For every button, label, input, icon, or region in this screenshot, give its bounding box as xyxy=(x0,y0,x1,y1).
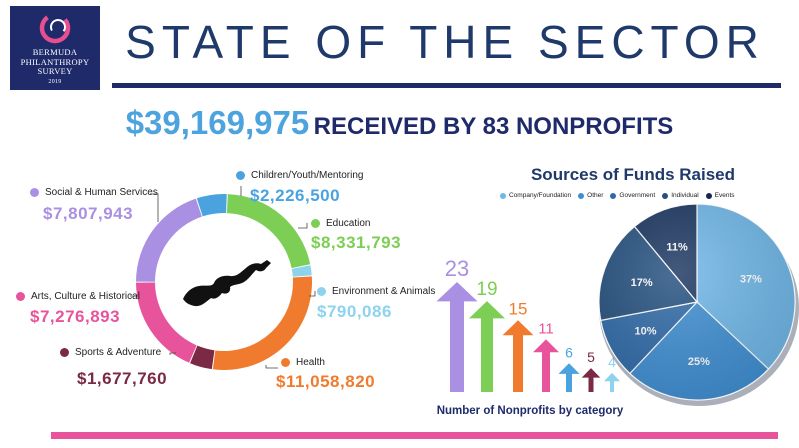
legend-item-other: Other xyxy=(578,192,603,199)
legend-label-other: Other xyxy=(587,192,604,199)
headline-amount: $39,169,975 xyxy=(125,104,310,141)
label-children: Children/Youth/Mentoring xyxy=(236,170,363,181)
arrow-bar-6 xyxy=(581,368,601,392)
arrow-bar-value-6: 5 xyxy=(587,349,595,365)
label-social-text: Social & Human Services xyxy=(45,187,158,198)
donut-slice-sports-adventure xyxy=(190,345,215,370)
label-environment-text: Environment & Animals xyxy=(332,286,436,297)
logo-line-1: BERMUDA xyxy=(32,47,78,57)
legend-dot-company-foundation xyxy=(500,192,506,199)
label-arts-text: Arts, Culture & Historical xyxy=(31,291,140,302)
arrow-bar-value-4: 11 xyxy=(538,320,554,337)
arrow-bar-2 xyxy=(469,301,505,392)
label-education-text: Education xyxy=(326,218,371,229)
arrow-bar-4 xyxy=(533,339,559,392)
leader-line-social xyxy=(150,193,159,222)
arrow-bar-3 xyxy=(502,320,534,392)
legend-dot-other xyxy=(578,192,585,199)
legend-label-government: Government xyxy=(619,192,656,199)
health-dot xyxy=(281,358,290,367)
legend-item-events: Events xyxy=(705,192,735,199)
legend-item-individual: Individual xyxy=(662,192,699,199)
swirl-logo-icon xyxy=(39,12,71,44)
social-dot xyxy=(30,188,39,197)
legend-dot-events xyxy=(705,192,712,199)
label-health-text: Health xyxy=(296,357,325,368)
label-health: Health xyxy=(281,357,325,368)
leader-line-sports xyxy=(169,352,176,355)
pie-gloss xyxy=(599,204,795,400)
survey-logo: BERMUDA PHILANTHROPY SURVEY 2019 xyxy=(10,6,100,90)
education-dot xyxy=(311,219,320,228)
arrow-bar-value-3: 15 xyxy=(509,299,528,318)
donut-slice-children-youth-mentoring xyxy=(196,194,227,217)
amount-social: $7,807,943 xyxy=(43,204,134,223)
label-education: Education xyxy=(311,218,370,229)
title-divider xyxy=(112,83,781,88)
arrow-bar-1 xyxy=(436,282,478,392)
sources-title: Sources of Funds Raised xyxy=(530,165,736,184)
sources-legend: Company/Foundation Other Government Individ… xyxy=(500,192,742,199)
amount-sports: $1,677,760 xyxy=(77,369,168,388)
donut-slice-social-human-services xyxy=(136,198,202,282)
sports-dot xyxy=(60,348,69,357)
arrow-bar-7 xyxy=(604,372,620,392)
donut-slice-environment-animals xyxy=(291,265,312,277)
label-environment: Environment & Animals xyxy=(317,286,435,297)
label-sports: Sports & Adventure xyxy=(60,347,161,358)
page-title: STATE OF THE SECTOR xyxy=(125,16,765,68)
amount-children: $2,226,500 xyxy=(250,186,341,205)
leader-line-environment xyxy=(309,291,316,297)
arrow-bar-value-2: 19 xyxy=(476,279,497,300)
amount-environment: $790,086 xyxy=(317,302,392,321)
logo-text: BERMUDA PHILANTHROPY SURVEY 2019 xyxy=(10,47,100,87)
label-social: Social & Human Services xyxy=(30,187,158,198)
legend-item-government: Government xyxy=(610,192,655,199)
legend-label-events: Events xyxy=(714,192,735,199)
headline: $39,169,975 RECEIVED BY 83 NONPROFITS xyxy=(0,104,799,142)
logo-line-3: SURVEY xyxy=(37,66,73,76)
leader-line-health xyxy=(265,365,278,369)
amount-arts: $7,276,893 xyxy=(30,307,121,326)
arts-dot xyxy=(16,292,25,301)
arrow-chart-caption: Number of Nonprofits by category xyxy=(436,405,624,417)
logo-year: 2019 xyxy=(48,78,62,85)
leader-line-education xyxy=(298,223,308,229)
arrow-bar-value-5: 6 xyxy=(565,344,573,360)
donut-slice-health xyxy=(212,276,312,370)
arrow-bar-value-1: 23 xyxy=(445,256,469,281)
headline-text: RECEIVED BY 83 NONPROFITS xyxy=(313,113,674,140)
label-sports-text: Sports & Adventure xyxy=(75,347,162,358)
bottom-divider xyxy=(51,432,778,439)
amount-education: $8,331,793 xyxy=(311,233,402,252)
donut-slice-education xyxy=(226,194,311,269)
amount-health: $11,058,820 xyxy=(276,372,376,391)
legend-item-company-foundation: Company/Foundation xyxy=(500,192,571,199)
donut-slice-arts-culture-historical xyxy=(136,282,197,363)
label-arts: Arts, Culture & Historical xyxy=(16,291,140,302)
environment-dot xyxy=(317,287,326,296)
logo-line-2: PHILANTHROPY xyxy=(20,56,90,67)
bermuda-map-icon xyxy=(183,260,271,307)
legend-label-individual: Individual xyxy=(671,192,699,199)
legend-dot-individual xyxy=(662,192,669,199)
legend-label-company-foundation: Company/Foundation xyxy=(509,192,572,199)
donut-leader-lines xyxy=(130,186,316,369)
arrow-bar-value-7: 4 xyxy=(608,354,616,370)
children-dot xyxy=(236,171,245,180)
donut-slices xyxy=(136,194,312,370)
label-children-text: Children/Youth/Mentoring xyxy=(251,170,364,181)
arrow-bar-5 xyxy=(558,363,580,392)
legend-dot-government xyxy=(610,192,617,199)
